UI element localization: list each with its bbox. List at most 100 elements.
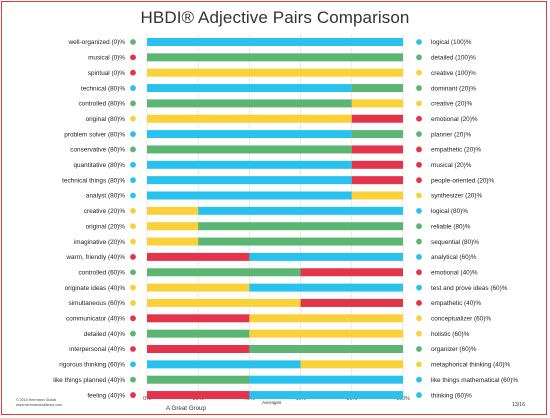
row-right-dot [416, 69, 422, 76]
website-line: www.herrmannsolutions.com [16, 402, 62, 407]
row-left-dot [130, 207, 136, 214]
row-right-label: empathetic (20)% [431, 147, 481, 154]
row-left-label: technical things (80)% [62, 177, 125, 184]
row-left-dot [130, 39, 136, 45]
row-left-label: creative (20)% [84, 208, 126, 215]
bar-segment-right [300, 360, 403, 369]
bar-segment-left [147, 237, 199, 246]
row-right-dot [416, 269, 422, 276]
axis-caption: Averages [262, 400, 282, 405]
row-right-dot [416, 100, 422, 107]
row-left-label: interpersonal (40)% [69, 346, 125, 353]
row-left-dot [130, 131, 136, 138]
bar-segment-right [249, 391, 403, 400]
row-right-label: metaphorical thinking (40)% [431, 362, 511, 369]
bar-segment-right [300, 268, 403, 277]
row-left-label: musical (0)% [88, 55, 125, 62]
bar-segment-right [147, 68, 403, 77]
row-left-label: imaginative (20)% [74, 239, 125, 246]
row-right-dot [416, 146, 422, 153]
row-right-dot [416, 315, 422, 322]
bar-segment-right [351, 114, 403, 123]
bar-segment-left [147, 130, 352, 139]
chart-title: HBDI® Adjective Pairs Comparison [140, 8, 410, 27]
row-right-dot [416, 346, 422, 352]
bar-segment-left [147, 114, 352, 123]
row-right-label: analytical (60)% [431, 254, 477, 261]
row-right-dot [416, 300, 422, 306]
row-left-label: simultaneous (60)% [69, 300, 126, 307]
row-left-dot [130, 115, 136, 122]
row-right-dot [416, 85, 422, 91]
row-left-label: communicator (40)% [66, 316, 125, 323]
row-right-dot [416, 254, 422, 260]
row-left-label: conservative (80)% [70, 147, 125, 154]
bar-segment-left [147, 360, 301, 369]
row-left-label: like things planned (40)% [53, 377, 125, 384]
bar-segment-left [147, 252, 250, 261]
bar-segment-right [249, 283, 403, 292]
row-left-dot [130, 346, 136, 352]
x-tick-label: 100% [396, 396, 410, 402]
row-right-dot [416, 161, 422, 168]
row-right-dot [416, 330, 422, 337]
bar-segment-left [147, 176, 352, 185]
bar-segment-right [249, 252, 403, 261]
group-name: A Great Group [166, 405, 206, 412]
row-right-label: holistic (60)% [431, 331, 470, 338]
row-left-label: problem solver (80)% [64, 131, 125, 138]
row-left-label: well-organized (0)% [68, 39, 126, 46]
row-left-label: technical (80)% [81, 85, 125, 92]
row-left-label: controlled (80)% [78, 101, 125, 108]
row-left-label: warm, friendly (40)% [65, 254, 125, 261]
row-left-dot [130, 238, 136, 245]
row-right-label: conceptualizer (60)% [431, 316, 491, 323]
row-left-label: original (80)% [86, 116, 126, 123]
row-right-dot [416, 207, 422, 214]
bar-segment-left [147, 375, 250, 384]
bar-segment-left [147, 329, 250, 338]
bar-segment-left [147, 145, 352, 154]
row-right-dot [416, 192, 422, 199]
bar-segment-right [300, 298, 403, 307]
row-left-label: detailed (40)% [84, 331, 126, 338]
bar-segment-right [351, 191, 403, 200]
row-right-dot [416, 54, 422, 61]
row-left-dot [130, 223, 136, 230]
row-right-label: test and prove ideas (60)% [431, 285, 508, 292]
bar-segment-left [147, 283, 250, 292]
row-right-label: like things mathematical (60)% [431, 377, 518, 384]
row-right-dot [416, 39, 422, 45]
row-right-label: thinking (60)% [431, 392, 472, 399]
bar-segment-left [147, 345, 250, 353]
row-right-dot [416, 177, 422, 184]
bar-segment-right [351, 176, 403, 185]
row-left-dot [130, 361, 136, 368]
bar-segment-left [147, 191, 352, 200]
row-right-dot [416, 284, 422, 291]
row-left-dot [130, 300, 136, 306]
bar-segment-right [249, 314, 403, 323]
bar-segment-left [147, 206, 199, 215]
row-left-dot [130, 85, 136, 91]
bar-segment-right [351, 99, 403, 108]
row-right-label: reliable (80)% [431, 223, 471, 230]
row-right-label: synthesizer (20)% [431, 193, 482, 200]
row-left-dot [130, 54, 136, 61]
row-right-label: empathetic (40)% [431, 300, 481, 307]
bar-segment-left [147, 160, 352, 169]
row-left-dot [130, 376, 136, 383]
row-right-dot [416, 131, 422, 138]
row-left-dot [130, 254, 136, 260]
row-left-label: analyst (80)% [86, 193, 125, 200]
bar-segment-left [147, 84, 352, 93]
row-left-dot [130, 192, 136, 199]
row-left-dot [130, 100, 136, 107]
bar-segment-right [198, 222, 403, 231]
row-right-label: emotional (40)% [431, 269, 478, 276]
row-left-label: rigorous thinking (60)% [59, 362, 125, 369]
bar-segment-right [198, 206, 403, 215]
bar-segment-right [351, 145, 403, 154]
row-left-dot [130, 392, 136, 398]
